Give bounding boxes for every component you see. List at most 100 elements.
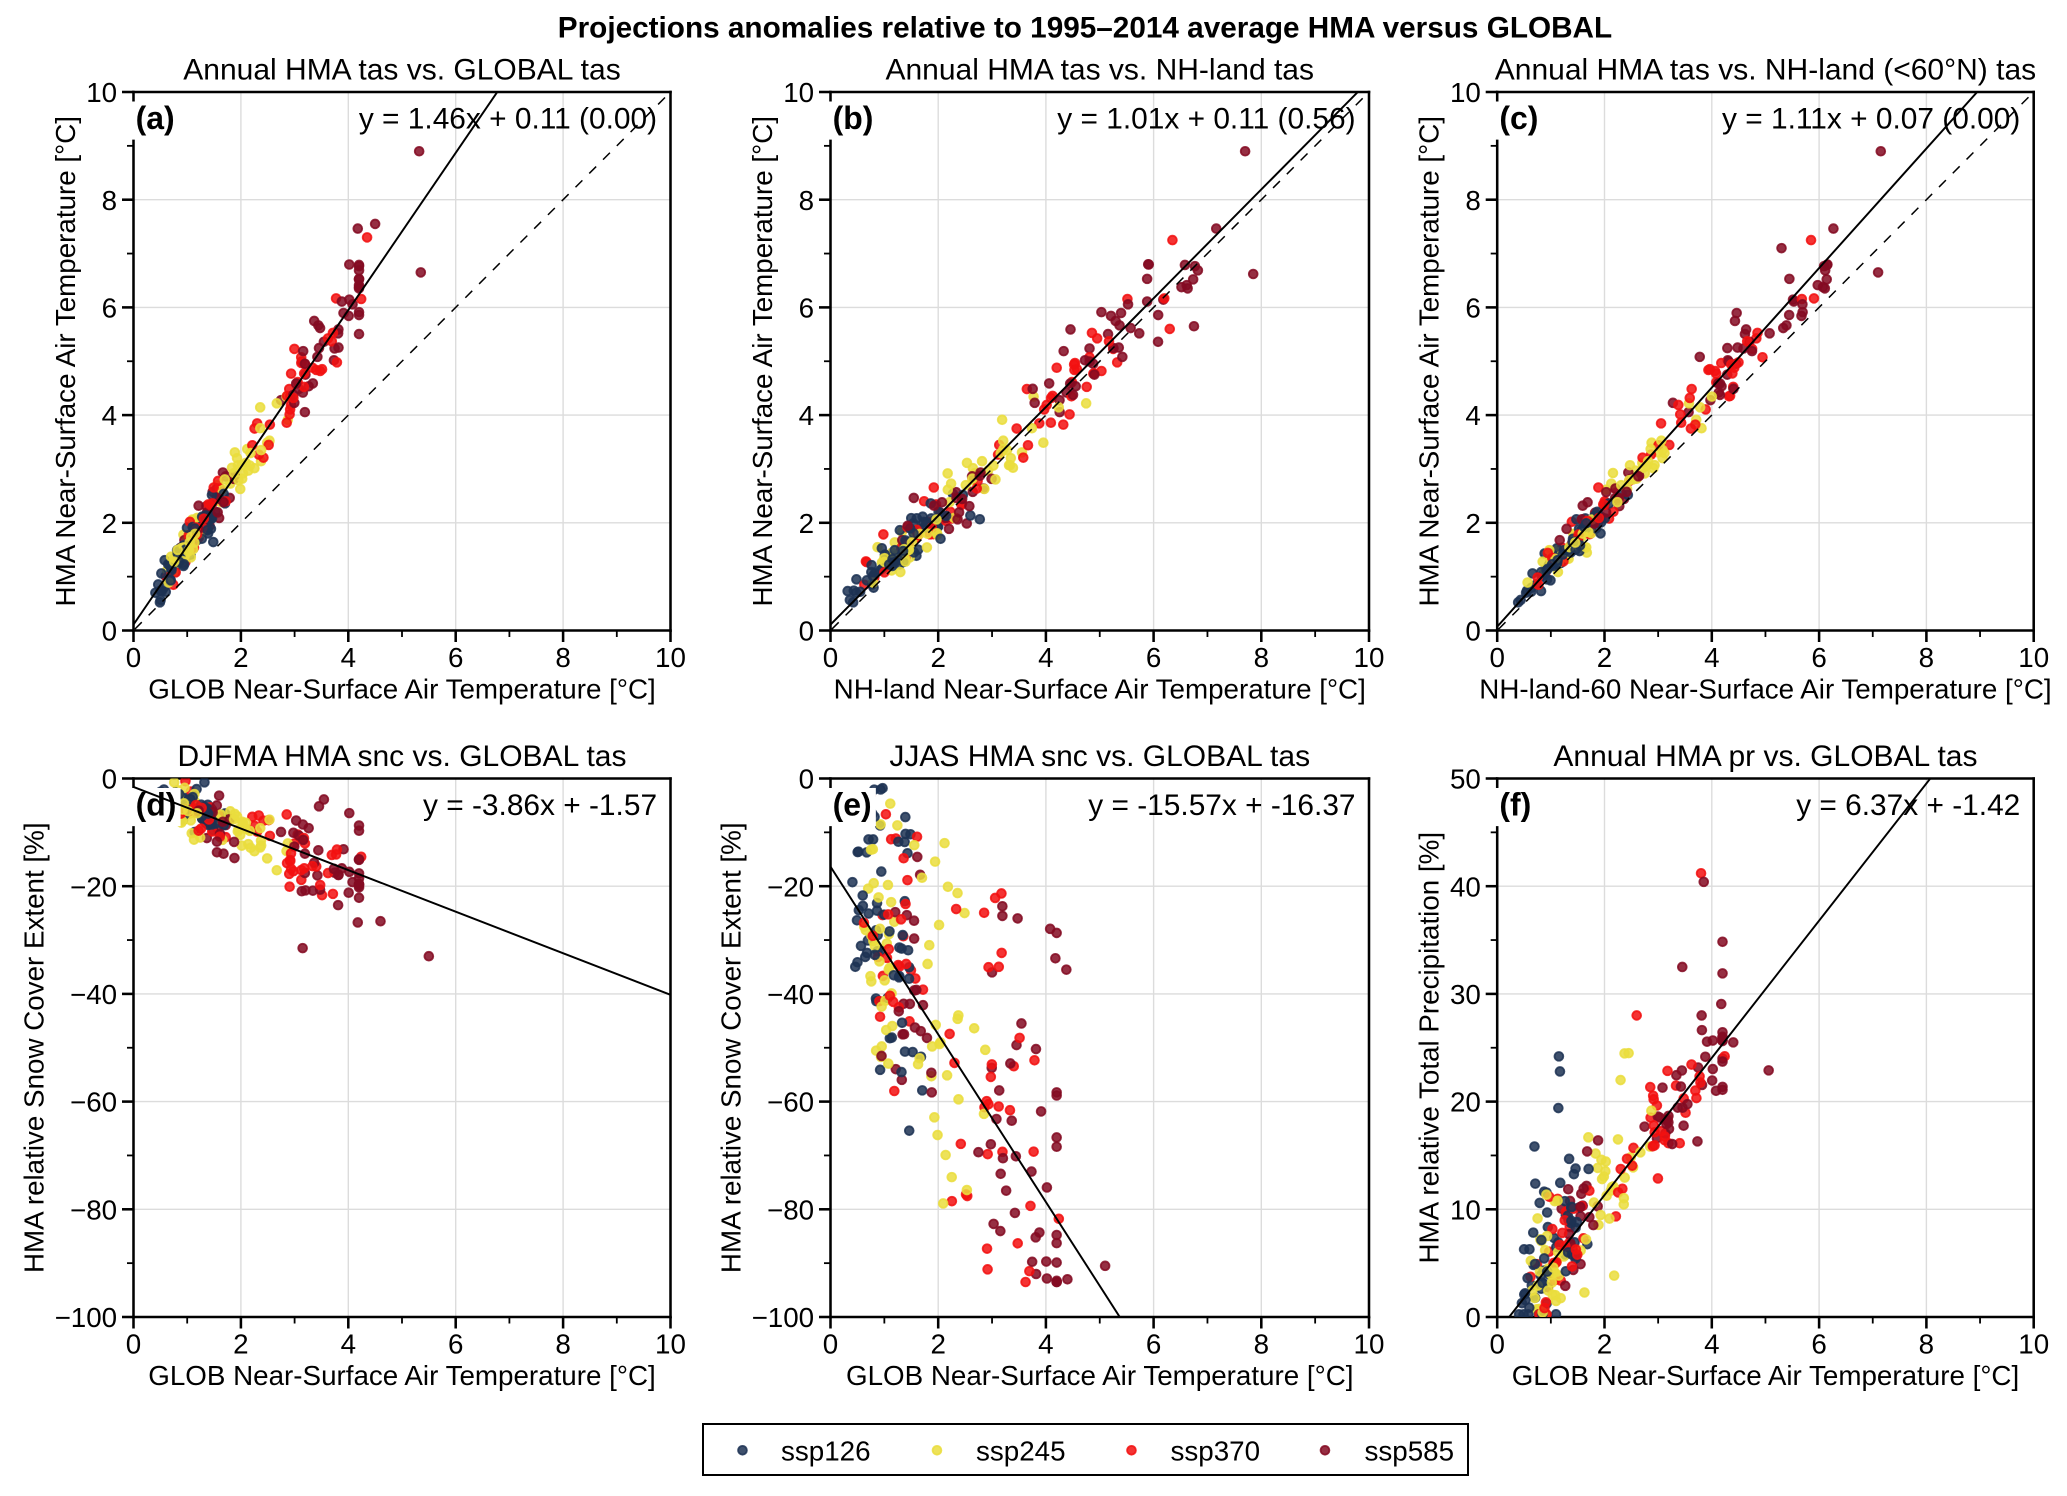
svg-text:y = -3.86x + -1.57: y = -3.86x + -1.57 [423, 789, 657, 822]
svg-text:−80: −80 [70, 1194, 117, 1225]
svg-text:GLOB Near-Surface Air Temperat: GLOB Near-Surface Air Temperature [°C] [846, 1360, 1353, 1391]
svg-text:0: 0 [102, 616, 117, 647]
svg-text:10: 10 [655, 1328, 686, 1359]
svg-text:2: 2 [1597, 642, 1612, 673]
svg-text:6: 6 [1465, 292, 1480, 323]
svg-text:40: 40 [1450, 871, 1481, 902]
svg-text:NH-land-60 Near-Surface Air Te: NH-land-60 Near-Surface Air Temperature … [1479, 673, 2051, 704]
svg-text:10: 10 [1450, 77, 1481, 108]
svg-text:0: 0 [823, 642, 838, 673]
svg-text:2: 2 [233, 642, 248, 673]
svg-text:Annual HMA pr vs. GLOBAL tas: Annual HMA pr vs. GLOBAL tas [1553, 740, 1977, 773]
svg-text:6: 6 [448, 642, 463, 673]
svg-text:HMA relative Snow Cover Extent: HMA relative Snow Cover Extent [%] [715, 822, 746, 1273]
svg-text:10: 10 [86, 77, 117, 108]
svg-text:2: 2 [102, 508, 117, 539]
svg-text:4: 4 [1038, 1328, 1053, 1359]
svg-text:8: 8 [1919, 1328, 1934, 1359]
svg-text:10: 10 [655, 642, 686, 673]
svg-text:Projections anomalies relative: Projections anomalies relative to 1995–2… [558, 12, 1612, 45]
svg-text:(a): (a) [136, 100, 175, 136]
svg-text:(e): (e) [833, 786, 872, 822]
svg-text:2: 2 [930, 1328, 945, 1359]
svg-text:10: 10 [1354, 642, 1385, 673]
svg-text:0: 0 [823, 1328, 838, 1359]
svg-text:−20: −20 [767, 871, 814, 902]
svg-text:HMA relative Total Precipitati: HMA relative Total Precipitation [%] [1414, 832, 1445, 1264]
svg-text:0: 0 [102, 764, 117, 795]
svg-text:4: 4 [102, 400, 117, 431]
svg-text:(f): (f) [1499, 786, 1531, 822]
svg-text:0: 0 [126, 1328, 141, 1359]
svg-text:y = 1.46x + 0.11 (0.00): y = 1.46x + 0.11 (0.00) [359, 102, 657, 135]
svg-text:−80: −80 [767, 1194, 814, 1225]
svg-text:8: 8 [555, 642, 570, 673]
svg-text:30: 30 [1450, 979, 1481, 1010]
svg-text:0: 0 [799, 764, 814, 795]
svg-text:(d): (d) [136, 786, 177, 822]
svg-text:8: 8 [555, 1328, 570, 1359]
svg-text:2: 2 [930, 642, 945, 673]
svg-text:6: 6 [1811, 642, 1826, 673]
svg-text:2: 2 [1597, 1328, 1612, 1359]
svg-text:y = 1.01x + 0.11 (0.56): y = 1.01x + 0.11 (0.56) [1057, 102, 1355, 135]
svg-text:8: 8 [1465, 185, 1480, 216]
svg-text:−100: −100 [752, 1302, 815, 1333]
svg-text:4: 4 [341, 642, 356, 673]
svg-text:−40: −40 [767, 979, 814, 1010]
svg-text:DJFMA HMA snc vs. GLOBAL tas: DJFMA HMA snc vs. GLOBAL tas [177, 740, 626, 773]
svg-text:NH-land Near-Surface Air Tempe: NH-land Near-Surface Air Temperature [°C… [834, 673, 1366, 704]
svg-text:10: 10 [783, 77, 814, 108]
svg-text:HMA Near-Surface Air Temperatu: HMA Near-Surface Air Temperature [°C] [1414, 116, 1445, 607]
svg-text:8: 8 [1254, 642, 1269, 673]
svg-text:ssp126: ssp126 [781, 1436, 871, 1467]
svg-text:4: 4 [799, 400, 814, 431]
svg-text:8: 8 [102, 185, 117, 216]
svg-text:0: 0 [1465, 1302, 1480, 1333]
svg-text:8: 8 [1254, 1328, 1269, 1359]
svg-text:8: 8 [799, 185, 814, 216]
svg-text:6: 6 [1146, 1328, 1161, 1359]
svg-text:6: 6 [1811, 1328, 1826, 1359]
svg-text:20: 20 [1450, 1087, 1481, 1118]
svg-text:4: 4 [1038, 642, 1053, 673]
svg-text:6: 6 [1146, 642, 1161, 673]
svg-text:HMA Near-Surface Air Temperatu: HMA Near-Surface Air Temperature [°C] [50, 116, 81, 607]
svg-text:−100: −100 [55, 1302, 118, 1333]
svg-text:−40: −40 [70, 979, 117, 1010]
svg-text:HMA Near-Surface Air Temperatu: HMA Near-Surface Air Temperature [°C] [747, 116, 778, 607]
svg-text:Annual HMA tas vs. GLOBAL tas: Annual HMA tas vs. GLOBAL tas [183, 54, 620, 87]
svg-text:10: 10 [1450, 1194, 1481, 1225]
svg-text:ssp245: ssp245 [976, 1436, 1066, 1467]
svg-text:10: 10 [1354, 1328, 1385, 1359]
svg-text:0: 0 [799, 616, 814, 647]
svg-text:10: 10 [2018, 1328, 2049, 1359]
svg-text:ssp370: ssp370 [1171, 1436, 1261, 1467]
svg-text:Annual HMA tas vs. NH-land (<6: Annual HMA tas vs. NH-land (<60°N) tas [1495, 54, 2036, 87]
svg-text:50: 50 [1450, 764, 1481, 795]
svg-text:4: 4 [1704, 1328, 1719, 1359]
svg-text:−20: −20 [70, 871, 117, 902]
svg-text:2: 2 [233, 1328, 248, 1359]
svg-text:0: 0 [1489, 1328, 1504, 1359]
svg-text:0: 0 [1465, 616, 1480, 647]
svg-text:8: 8 [1919, 642, 1934, 673]
svg-text:GLOB Near-Surface Air Temperat: GLOB Near-Surface Air Temperature [°C] [148, 673, 655, 704]
svg-text:y = 1.11x + 0.07 (0.00): y = 1.11x + 0.07 (0.00) [1722, 102, 2020, 135]
svg-text:4: 4 [1704, 642, 1719, 673]
svg-text:−60: −60 [767, 1087, 814, 1118]
svg-text:4: 4 [341, 1328, 356, 1359]
svg-text:(b): (b) [833, 100, 874, 136]
svg-text:6: 6 [799, 292, 814, 323]
svg-text:GLOB Near-Surface Air Temperat: GLOB Near-Surface Air Temperature [°C] [1512, 1360, 2019, 1391]
svg-text:0: 0 [1489, 642, 1504, 673]
svg-text:6: 6 [448, 1328, 463, 1359]
svg-text:JJAS HMA snc vs. GLOBAL tas: JJAS HMA snc vs. GLOBAL tas [889, 740, 1310, 773]
svg-text:10: 10 [2018, 642, 2049, 673]
svg-text:2: 2 [799, 508, 814, 539]
svg-text:−60: −60 [70, 1087, 117, 1118]
svg-text:HMA relative Snow Cover Extent: HMA relative Snow Cover Extent [%] [18, 822, 49, 1273]
svg-text:2: 2 [1465, 508, 1480, 539]
svg-text:ssp585: ssp585 [1365, 1436, 1455, 1467]
svg-text:Annual HMA tas vs. NH-land tas: Annual HMA tas vs. NH-land tas [885, 54, 1314, 87]
